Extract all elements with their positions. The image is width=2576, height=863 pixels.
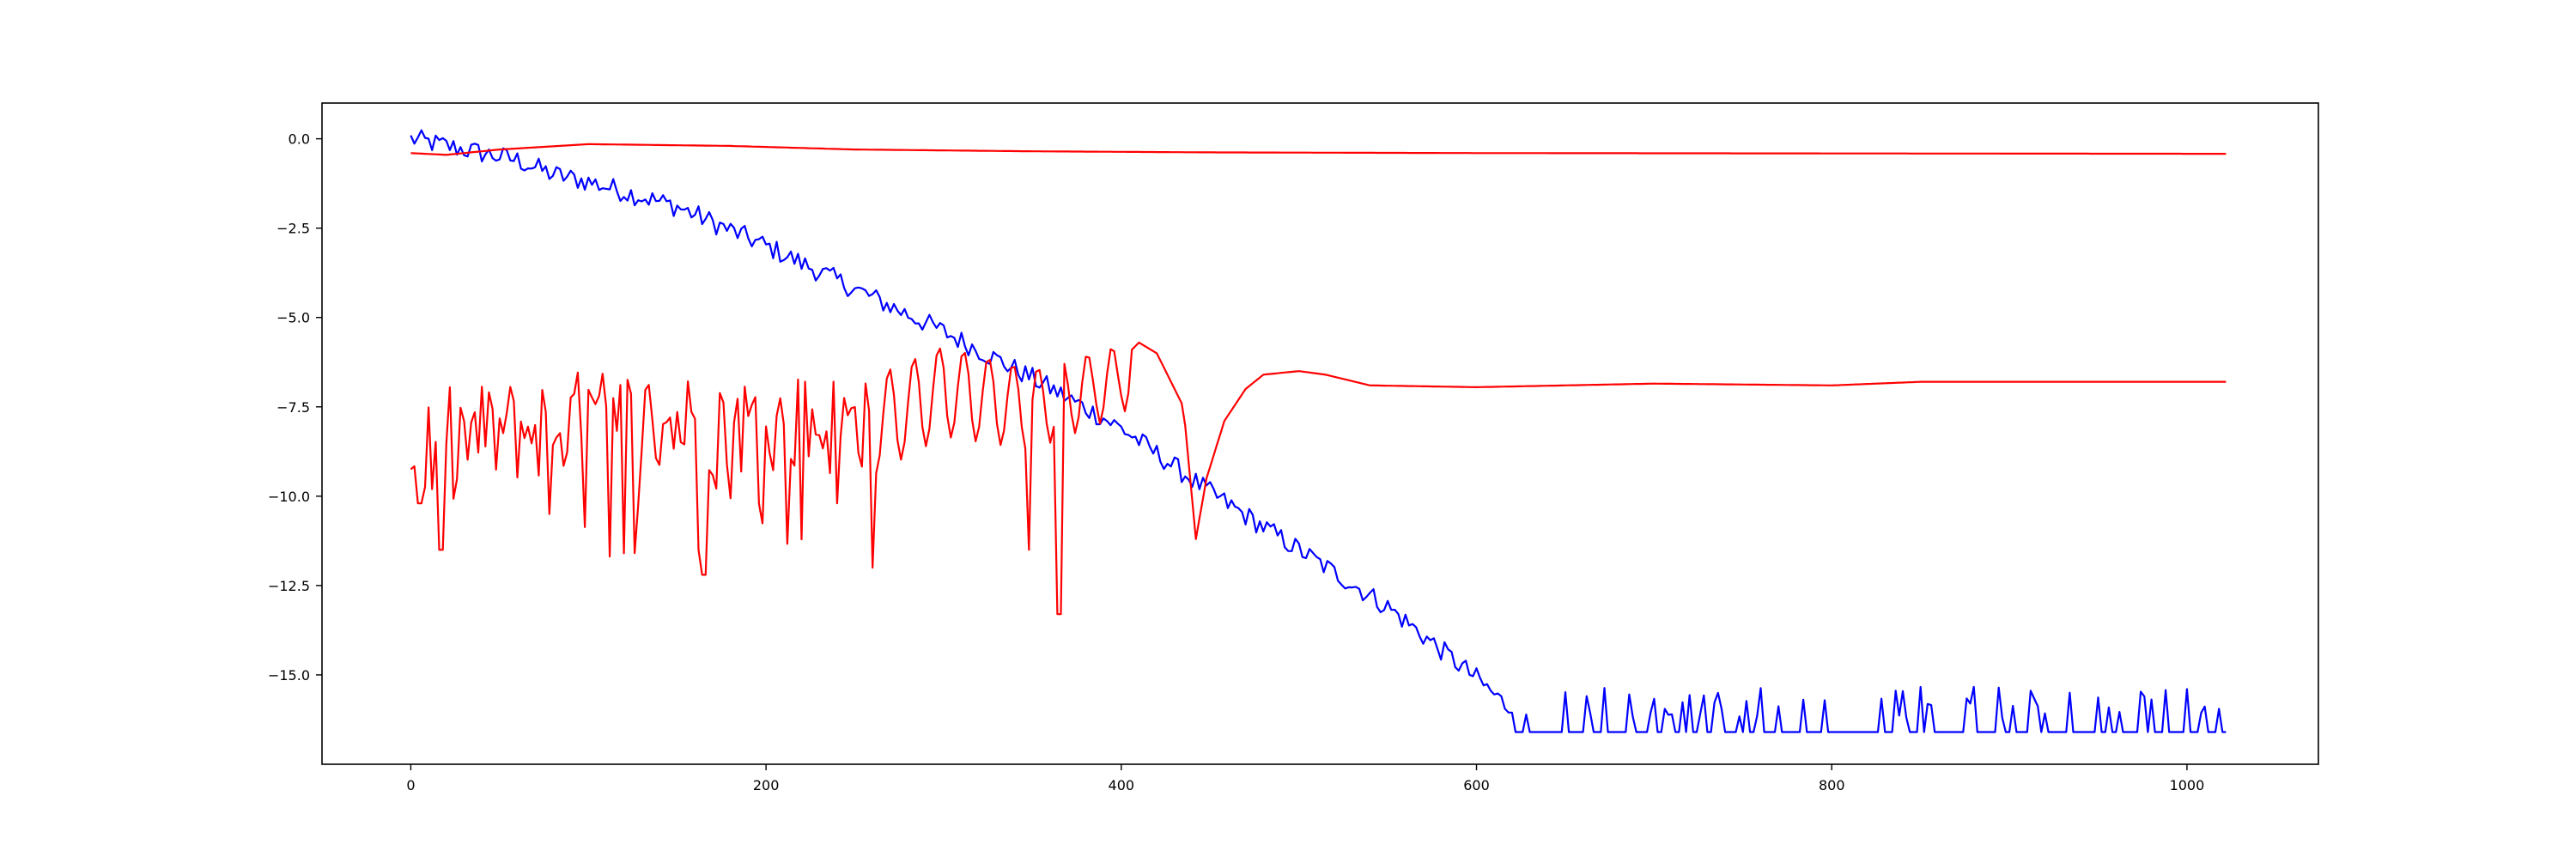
y-tick-label: −10.0 xyxy=(268,489,310,505)
x-tick-label: 600 xyxy=(1463,777,1490,793)
y-tick-label: −2.5 xyxy=(276,221,310,237)
y-tick-label: −7.5 xyxy=(276,399,310,416)
series-line-1 xyxy=(410,129,2227,733)
x-tick-label: 0 xyxy=(406,777,415,793)
y-tick-label: −15.0 xyxy=(268,667,310,684)
series-line-2 xyxy=(410,143,2227,156)
x-tick-label: 800 xyxy=(1819,777,1845,793)
x-axis: 0 200 400 600 800 1000 xyxy=(406,764,2204,793)
series-line-3 xyxy=(410,341,2227,616)
y-tick-label: 0.0 xyxy=(289,131,310,148)
y-axis: 0.0 −2.5 −5.0 −7.5 −10.0 −12.5 −15.0 xyxy=(268,131,322,684)
y-tick-label: −12.5 xyxy=(268,578,310,594)
x-tick-label: 1000 xyxy=(2170,777,2205,793)
x-tick-label: 200 xyxy=(753,777,780,793)
plot-frame xyxy=(321,102,2319,765)
series-layer xyxy=(410,129,2227,733)
y-tick-label: −5.0 xyxy=(276,310,310,326)
x-tick-label: 400 xyxy=(1109,777,1135,793)
